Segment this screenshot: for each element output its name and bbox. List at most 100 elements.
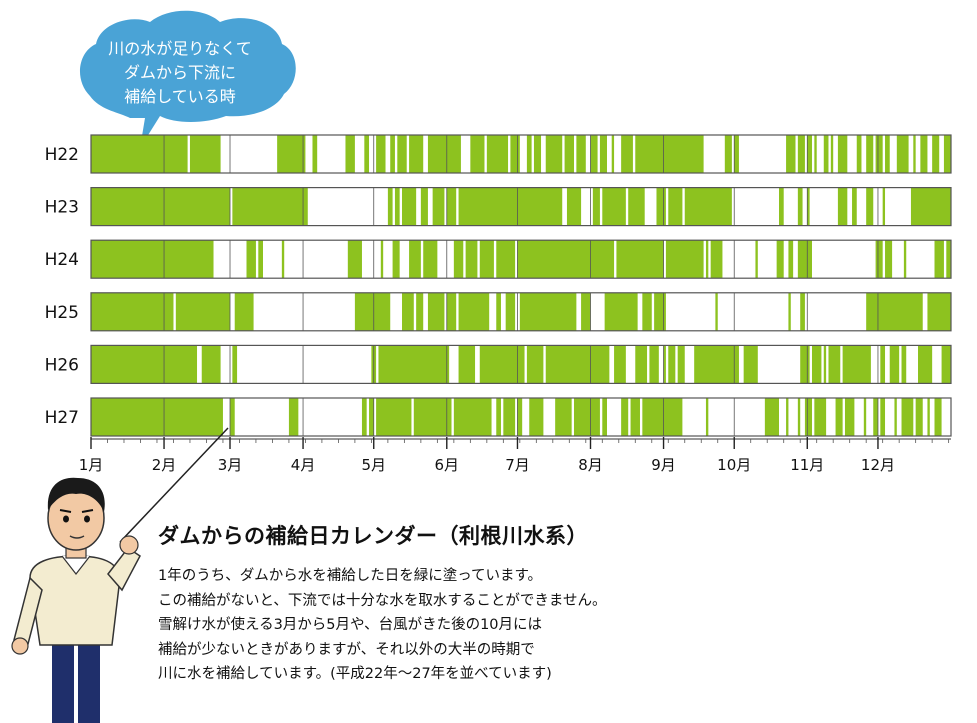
month-label: 2月	[152, 456, 177, 474]
supply-day-bar	[797, 187, 803, 226]
supply-day-bar	[889, 345, 900, 384]
supply-day-bar	[230, 398, 235, 436]
supply-day-bar	[880, 398, 886, 436]
supply-day-bar	[392, 240, 400, 279]
supply-day-bar	[823, 345, 827, 384]
supply-day-bar	[800, 345, 810, 384]
supply-day-bar	[943, 135, 951, 173]
supply-day-bar	[616, 240, 664, 279]
supply-day-bar	[694, 345, 739, 384]
supply-day-bar	[258, 240, 263, 279]
supply-day-bar	[189, 135, 221, 173]
caption-line: 補給が少ないときがありますが、それ以外の大半の時期で	[158, 641, 535, 658]
supply-day-bar	[788, 292, 791, 331]
supply-day-bar	[555, 398, 572, 436]
supply-day-bar	[599, 135, 607, 173]
supply-day-bar	[837, 135, 848, 173]
supply-day-bar	[807, 187, 810, 226]
supply-day-bar	[875, 135, 883, 173]
caption-title: ダムからの補給日カレンダー（利根川水系）	[158, 524, 588, 548]
supply-day-bar	[277, 135, 306, 173]
calendar-rows: H22 H23 H24 H25 H26 H27	[45, 134, 952, 437]
supply-day-bar	[387, 187, 393, 226]
supply-day-bar	[882, 187, 886, 226]
month-label: 9月	[651, 456, 676, 474]
month-label: 5月	[361, 456, 386, 474]
supply-day-bar	[946, 240, 951, 279]
supply-day-bar	[529, 398, 544, 436]
supply-day-bar	[830, 135, 834, 173]
row-frame	[90, 187, 952, 227]
supply-day-bar	[496, 398, 501, 436]
supply-day-bar	[446, 187, 457, 226]
row-frame	[90, 344, 952, 384]
supply-day-bar	[526, 345, 544, 384]
supply-day-bar	[376, 398, 412, 436]
supply-day-bar	[764, 398, 779, 436]
supply-day-bar	[880, 345, 886, 384]
supply-day-bar	[894, 398, 897, 436]
supply-day-bar	[576, 135, 586, 173]
supply-day-bar	[378, 345, 450, 384]
supply-day-bar	[630, 398, 640, 436]
supply-day-bar	[526, 135, 532, 173]
supply-day-bar	[705, 398, 709, 436]
supply-day-bar	[496, 240, 516, 279]
month-label: 6月	[435, 456, 460, 474]
supply-day-bar	[800, 292, 805, 331]
supply-day-bar	[663, 345, 666, 384]
supply-day-bar	[635, 345, 648, 384]
supply-day-bar	[175, 292, 231, 331]
supply-day-bar	[232, 345, 238, 384]
supply-day-bar	[715, 292, 718, 331]
supply-day-bar	[234, 292, 254, 331]
supply-day-bar	[517, 240, 615, 279]
supply-day-bar	[397, 135, 407, 173]
supply-day-bar	[642, 398, 683, 436]
supply-day-bar	[856, 135, 862, 173]
row-label: H25	[45, 303, 79, 323]
supply-day-bar	[635, 135, 704, 173]
supply-day-bar	[743, 345, 758, 384]
month-label: 8月	[578, 456, 603, 474]
supply-day-bar	[465, 240, 478, 279]
supply-day-bar	[566, 187, 582, 226]
supply-day-bar	[376, 135, 386, 173]
supply-day-bar	[665, 240, 704, 279]
supply-day-bar	[915, 398, 923, 436]
supply-day-bar	[503, 398, 516, 436]
supply-day-bar	[545, 345, 610, 384]
supply-day-bar	[361, 398, 367, 436]
supply-day-bar	[604, 292, 638, 331]
supply-day-bar	[811, 345, 822, 384]
supply-day-bar	[913, 135, 916, 173]
supply-day-bar	[724, 135, 732, 173]
supply-day-bar	[828, 345, 841, 384]
bubble-line: ダムから下流に	[123, 63, 236, 82]
supply-day-bar	[941, 345, 951, 384]
supply-day-bar	[677, 345, 685, 384]
supply-day-bar	[413, 398, 452, 436]
pointer-stick	[119, 427, 229, 543]
bubble-line: 補給している時	[124, 87, 236, 106]
calendar-row: H23	[45, 187, 952, 227]
supply-day-bar	[814, 398, 827, 436]
supply-day-bar	[246, 240, 256, 279]
row-label: H27	[45, 408, 79, 428]
supply-day-bar	[496, 292, 501, 331]
supply-day-bar	[866, 292, 923, 331]
month-label: 1月	[79, 456, 104, 474]
supply-day-bar	[844, 398, 855, 436]
supply-day-bar	[510, 135, 520, 173]
row-label: H23	[45, 198, 79, 218]
supply-day-bar	[927, 398, 930, 436]
supply-day-bar	[432, 187, 445, 226]
supply-day-bar	[927, 292, 951, 331]
supply-day-bar	[354, 292, 391, 331]
caption-body: 1年のうち、ダムから水を補給した日を緑に塗っています。 この補給がないと、下流で…	[158, 564, 606, 687]
supply-day-bar	[91, 135, 188, 173]
supply-day-bar	[823, 135, 829, 173]
supply-day-bar	[427, 292, 445, 331]
calendar-row: H24	[45, 239, 952, 279]
row-label: H22	[45, 145, 79, 165]
